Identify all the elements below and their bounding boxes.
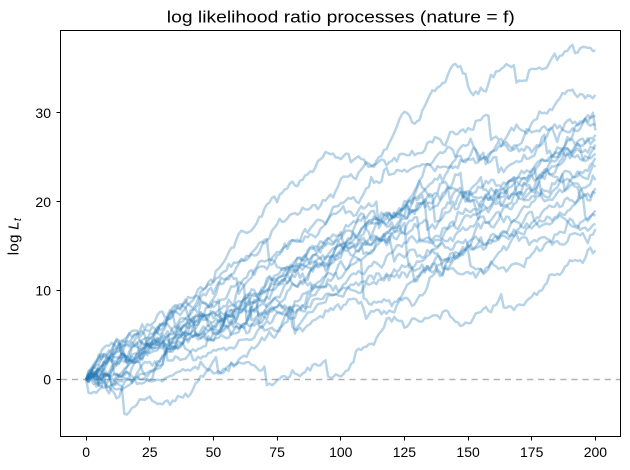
svg-text:25: 25: [142, 444, 158, 460]
svg-text:10: 10: [35, 283, 51, 299]
svg-text:175: 175: [520, 444, 544, 460]
svg-text:125: 125: [393, 444, 417, 460]
svg-text:0: 0: [43, 372, 51, 388]
svg-text:50: 50: [206, 444, 222, 460]
svg-text:30: 30: [35, 105, 51, 121]
svg-text:150: 150: [456, 444, 480, 460]
svg-text:log likelihood ratio processes: log likelihood ratio processes (nature =…: [167, 7, 515, 26]
svg-text:100: 100: [329, 444, 353, 460]
svg-text:20: 20: [35, 194, 51, 210]
svg-text:75: 75: [269, 444, 285, 460]
svg-text:0: 0: [82, 444, 90, 460]
svg-text:log Lt: log Lt: [6, 217, 25, 255]
svg-text:200: 200: [584, 444, 608, 460]
